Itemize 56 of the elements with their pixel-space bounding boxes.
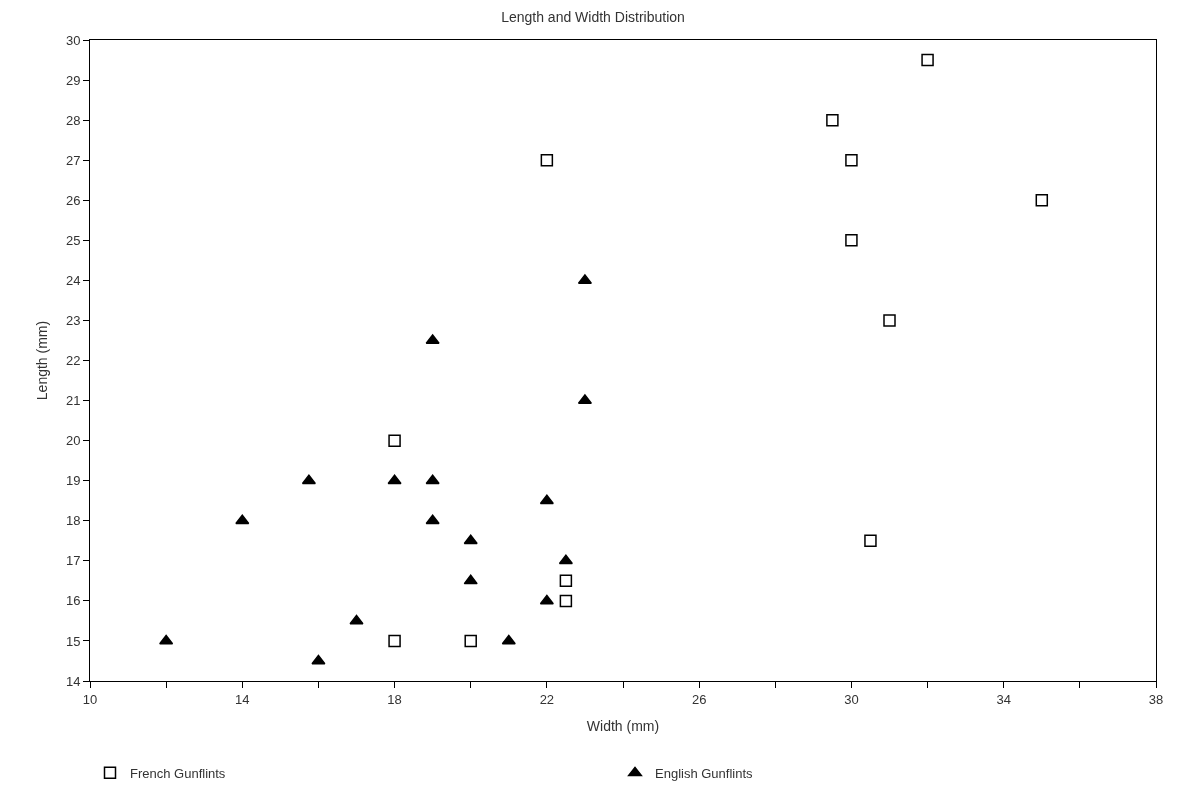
y-tick-label: 21: [65, 393, 81, 409]
point: [388, 434, 401, 447]
y-tick-label: 25: [65, 232, 81, 248]
point: [921, 53, 934, 67]
point: [559, 574, 573, 588]
point: [558, 554, 573, 565]
x-tick-label: 10: [82, 691, 98, 707]
point: [235, 514, 250, 525]
y-tick-label: 30: [65, 32, 81, 48]
x-axis-title: Width (mm): [586, 717, 660, 734]
y-tick-label: 23: [65, 312, 81, 328]
x-tick-label: 30: [844, 691, 859, 707]
point: [463, 534, 478, 545]
point: [159, 634, 174, 645]
chart-title: Length and Width Distribution: [501, 8, 685, 25]
point: [425, 514, 440, 525]
y-tick-label: 26: [65, 192, 81, 208]
y-tick-label: 18: [65, 513, 81, 529]
point: [559, 594, 573, 608]
point: [539, 594, 554, 605]
point: [501, 634, 516, 645]
x-tick-label: 34: [996, 691, 1011, 707]
y-tick-label: 29: [65, 72, 81, 88]
point: [845, 153, 858, 167]
y-tick-label: 14: [65, 673, 81, 689]
y-tick-label: 17: [65, 553, 81, 569]
legend-label: English Gunflints: [655, 765, 754, 781]
y-tick-label: 19: [65, 473, 81, 489]
point: [387, 474, 402, 485]
y-tick-label: 20: [65, 433, 81, 449]
point: [539, 494, 554, 505]
x-tick-label: 26: [691, 691, 707, 707]
point: [463, 574, 478, 585]
point: [845, 234, 858, 247]
y-tick-label: 22: [65, 353, 81, 369]
point: [826, 113, 839, 127]
y-tick-label: 16: [65, 593, 81, 609]
x-tick-label: 18: [387, 691, 402, 707]
x-tick-label: 14: [235, 691, 250, 707]
legend-label: French Gunflints: [130, 765, 226, 781]
point: [311, 654, 326, 665]
point: [349, 614, 364, 625]
y-tick-label: 24: [65, 272, 81, 288]
point: [1035, 194, 1049, 207]
point: [464, 634, 477, 648]
point: [883, 314, 896, 327]
point: [864, 534, 877, 548]
point: [540, 153, 554, 167]
point: [388, 634, 401, 648]
y-tick-label: 15: [65, 633, 81, 649]
point: [425, 474, 440, 485]
y-tick-label: 27: [65, 152, 81, 168]
y-tick-label: 28: [65, 112, 81, 128]
x-tick-label: 38: [1148, 691, 1164, 707]
x-tick-label: 22: [539, 691, 555, 707]
y-axis-title: Length (mm): [33, 320, 50, 401]
